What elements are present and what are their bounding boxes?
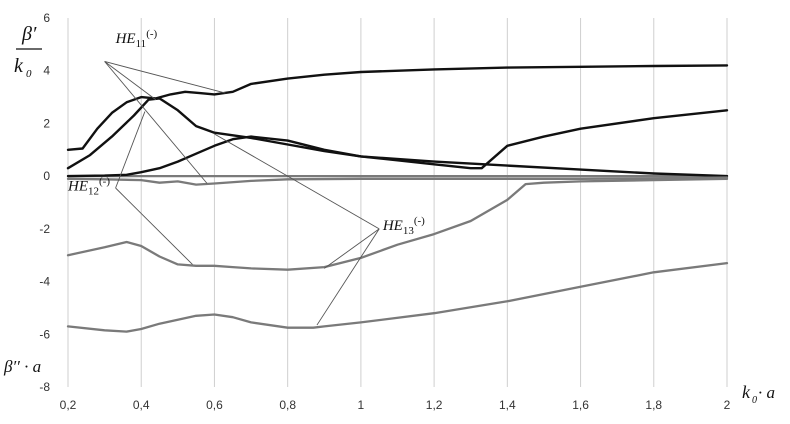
y-label-numerator: β′ [21,23,37,45]
y-tick-label: -4 [39,275,50,289]
series-line-6 [66,176,729,186]
x-tick-label: 1 [358,398,365,412]
annotation-pointer [214,133,380,230]
y-tick-label: -2 [39,222,50,236]
x-tick-label: 0,4 [133,398,150,412]
annotation-pointer [104,61,226,94]
y-tick-label: 6 [43,11,50,25]
annotation-pointers [104,61,380,326]
x-axis-label: k 0 · a [742,382,775,406]
y-tick-label: -6 [39,327,50,341]
annotation-pointer [104,61,157,101]
series-line-4 [66,177,729,271]
y-label-denominator-sub: 0 [26,68,32,80]
x-tick-label: 1,2 [426,398,443,412]
series-line-5 [66,261,729,333]
x-tick-label: 0,2 [60,398,77,412]
x-label-main: k [742,382,751,402]
y-tick-label: 2 [43,116,50,130]
annotation-pointer [115,111,146,189]
y-axis-label-bottom: β′′ · a [3,357,41,376]
vertical-gridlines [67,18,728,387]
annotation-pointer [316,228,380,326]
y-tick-label: 4 [43,64,50,78]
x-tick-label: 2 [724,398,731,412]
y-axis-label-top: β′ k 0 [14,23,42,80]
mode-label-11: HE11(-) [115,28,158,50]
mode-label-12: HE12(-) [67,176,110,198]
x-tick-label: 0,8 [279,398,296,412]
annotation-pointer [324,228,380,269]
y-tick-label: -8 [39,380,50,394]
x-tick-label: 1,4 [499,398,516,412]
mode-label-13: HE13(-) [382,215,425,237]
x-tick-label: 1,6 [572,398,589,412]
annotation-labels: HE11(-) HE12(-) HE13(-) [67,28,425,237]
x-tick-label: 1,8 [645,398,662,412]
series-line-1 [66,64,729,152]
annotation-pointer [104,61,208,184]
y-tick-labels: -8 -6 -4 -2 0 2 4 6 [39,11,50,394]
x-label-sub: 0 [752,395,757,406]
series-line-2 [66,97,729,178]
x-tick-labels: 0,2 0,4 0,6 0,8 1 1,2 1,4 1,6 1,8 2 [60,398,731,412]
x-tick-label: 0,6 [206,398,223,412]
x-label-tail: · a [758,383,775,402]
series-line-3 [66,109,729,178]
series-group [66,64,729,333]
y-label-denominator-main: k [14,55,24,77]
annotation-pointer [115,187,193,265]
y-tick-label: 0 [43,169,50,183]
